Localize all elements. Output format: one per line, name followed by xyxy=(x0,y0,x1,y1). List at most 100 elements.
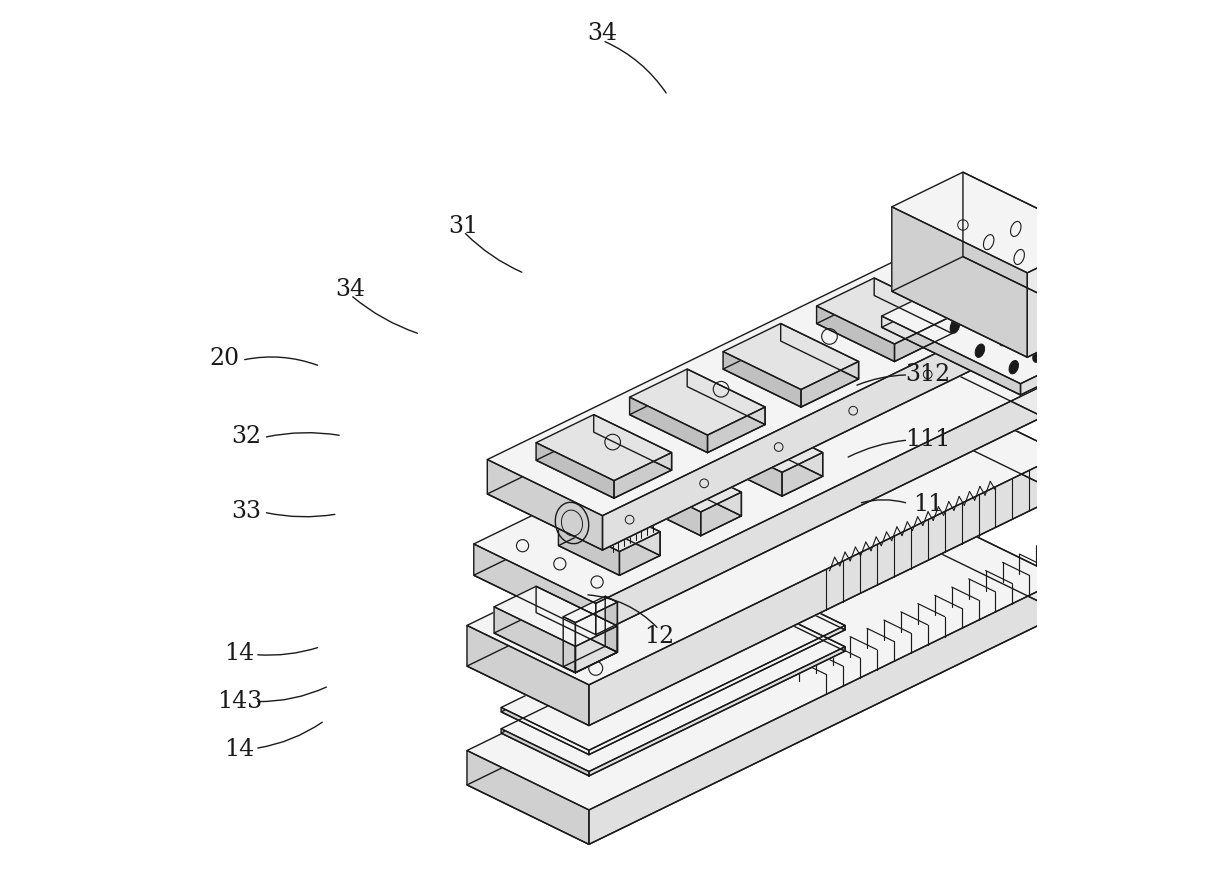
Polygon shape xyxy=(501,604,845,772)
Text: 143: 143 xyxy=(217,689,261,713)
Polygon shape xyxy=(589,647,845,776)
Polygon shape xyxy=(801,362,859,408)
Polygon shape xyxy=(501,729,589,776)
Polygon shape xyxy=(941,520,1063,614)
Text: 20: 20 xyxy=(210,347,240,369)
Polygon shape xyxy=(757,604,845,652)
Polygon shape xyxy=(615,453,671,499)
Polygon shape xyxy=(468,395,1063,685)
Ellipse shape xyxy=(978,307,988,320)
Polygon shape xyxy=(589,454,1063,726)
Polygon shape xyxy=(640,482,701,536)
Polygon shape xyxy=(536,443,615,499)
Text: 111: 111 xyxy=(905,428,951,450)
Text: 12: 12 xyxy=(643,624,674,647)
Polygon shape xyxy=(629,388,765,453)
Polygon shape xyxy=(501,587,845,755)
Text: 11: 11 xyxy=(913,493,944,515)
Polygon shape xyxy=(589,580,1063,845)
Polygon shape xyxy=(781,324,859,380)
Polygon shape xyxy=(882,278,1100,384)
Polygon shape xyxy=(563,617,576,673)
Ellipse shape xyxy=(950,321,959,334)
Polygon shape xyxy=(563,596,617,623)
Polygon shape xyxy=(723,342,859,408)
Polygon shape xyxy=(1028,239,1099,358)
Polygon shape xyxy=(494,607,576,673)
Text: 33: 33 xyxy=(231,500,261,522)
Polygon shape xyxy=(707,408,765,453)
Polygon shape xyxy=(640,463,741,513)
Polygon shape xyxy=(494,587,617,647)
Polygon shape xyxy=(599,502,660,556)
Text: 34: 34 xyxy=(588,23,617,45)
Text: 312: 312 xyxy=(906,362,951,385)
Polygon shape xyxy=(817,296,952,362)
Polygon shape xyxy=(558,527,660,575)
Polygon shape xyxy=(487,290,1023,550)
Polygon shape xyxy=(474,327,1042,604)
Polygon shape xyxy=(701,493,741,536)
Polygon shape xyxy=(605,596,617,653)
Polygon shape xyxy=(757,583,845,630)
Polygon shape xyxy=(536,415,671,481)
Text: 14: 14 xyxy=(224,737,254,760)
Polygon shape xyxy=(602,312,1023,550)
Polygon shape xyxy=(817,279,952,345)
Polygon shape xyxy=(882,316,1021,395)
Polygon shape xyxy=(963,173,1099,323)
Polygon shape xyxy=(468,751,589,845)
Polygon shape xyxy=(576,602,617,673)
Polygon shape xyxy=(721,423,823,473)
Polygon shape xyxy=(817,307,894,362)
Polygon shape xyxy=(1021,345,1100,395)
Polygon shape xyxy=(892,173,1099,274)
Polygon shape xyxy=(874,279,952,334)
Polygon shape xyxy=(487,460,602,550)
Polygon shape xyxy=(721,447,823,496)
Polygon shape xyxy=(501,707,589,755)
Text: 14: 14 xyxy=(224,641,254,665)
Polygon shape xyxy=(962,278,1100,356)
Polygon shape xyxy=(594,415,671,470)
Polygon shape xyxy=(558,522,619,575)
Polygon shape xyxy=(589,626,845,755)
Polygon shape xyxy=(941,395,1063,494)
Polygon shape xyxy=(894,316,952,362)
Ellipse shape xyxy=(1053,340,1063,353)
Polygon shape xyxy=(619,532,660,575)
Polygon shape xyxy=(536,433,671,499)
Polygon shape xyxy=(501,608,845,776)
Ellipse shape xyxy=(1009,362,1018,375)
Polygon shape xyxy=(762,423,823,477)
Text: 31: 31 xyxy=(448,215,478,238)
Text: 34: 34 xyxy=(335,277,365,300)
Text: 32: 32 xyxy=(231,425,261,448)
Polygon shape xyxy=(921,327,1042,417)
Ellipse shape xyxy=(1019,323,1029,336)
Polygon shape xyxy=(494,613,617,673)
Polygon shape xyxy=(576,627,617,673)
Polygon shape xyxy=(907,255,1023,346)
Polygon shape xyxy=(892,208,1028,358)
Polygon shape xyxy=(487,255,1023,516)
Polygon shape xyxy=(892,257,1099,358)
Polygon shape xyxy=(558,502,660,552)
Polygon shape xyxy=(681,463,741,516)
Polygon shape xyxy=(629,369,765,435)
Polygon shape xyxy=(721,443,782,496)
Polygon shape xyxy=(468,435,1063,726)
Ellipse shape xyxy=(1033,349,1042,363)
Polygon shape xyxy=(723,352,801,408)
Polygon shape xyxy=(563,647,617,673)
Polygon shape xyxy=(629,398,707,453)
Polygon shape xyxy=(782,453,823,496)
Polygon shape xyxy=(468,520,1063,810)
Polygon shape xyxy=(687,369,765,425)
Polygon shape xyxy=(595,386,1042,635)
Polygon shape xyxy=(468,554,1063,845)
Polygon shape xyxy=(474,544,595,635)
Polygon shape xyxy=(501,583,845,750)
Polygon shape xyxy=(882,289,1100,395)
Polygon shape xyxy=(640,487,741,536)
